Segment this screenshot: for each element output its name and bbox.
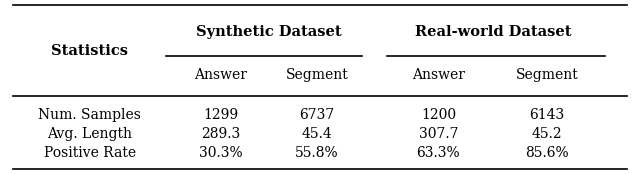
Text: Real-world Dataset: Real-world Dataset: [415, 25, 571, 39]
Text: Answer: Answer: [412, 68, 465, 82]
Text: 6143: 6143: [529, 108, 565, 122]
Text: Num. Samples: Num. Samples: [38, 108, 141, 122]
Text: Answer: Answer: [195, 68, 247, 82]
Text: 30.3%: 30.3%: [199, 146, 243, 160]
Text: 55.8%: 55.8%: [295, 146, 339, 160]
Text: 85.6%: 85.6%: [525, 146, 569, 160]
Text: 289.3: 289.3: [201, 127, 241, 141]
Text: Synthetic Dataset: Synthetic Dataset: [196, 25, 342, 39]
Text: Segment: Segment: [516, 68, 579, 82]
Text: Segment: Segment: [285, 68, 348, 82]
Text: 63.3%: 63.3%: [417, 146, 460, 160]
Text: 45.2: 45.2: [532, 127, 563, 141]
Text: 1200: 1200: [421, 108, 456, 122]
Text: Avg. Length: Avg. Length: [47, 127, 132, 141]
Text: Statistics: Statistics: [51, 44, 128, 58]
Text: Positive Rate: Positive Rate: [44, 146, 136, 160]
Text: 45.4: 45.4: [301, 127, 332, 141]
Text: 307.7: 307.7: [419, 127, 458, 141]
Text: 1299: 1299: [204, 108, 238, 122]
Text: 6737: 6737: [299, 108, 335, 122]
